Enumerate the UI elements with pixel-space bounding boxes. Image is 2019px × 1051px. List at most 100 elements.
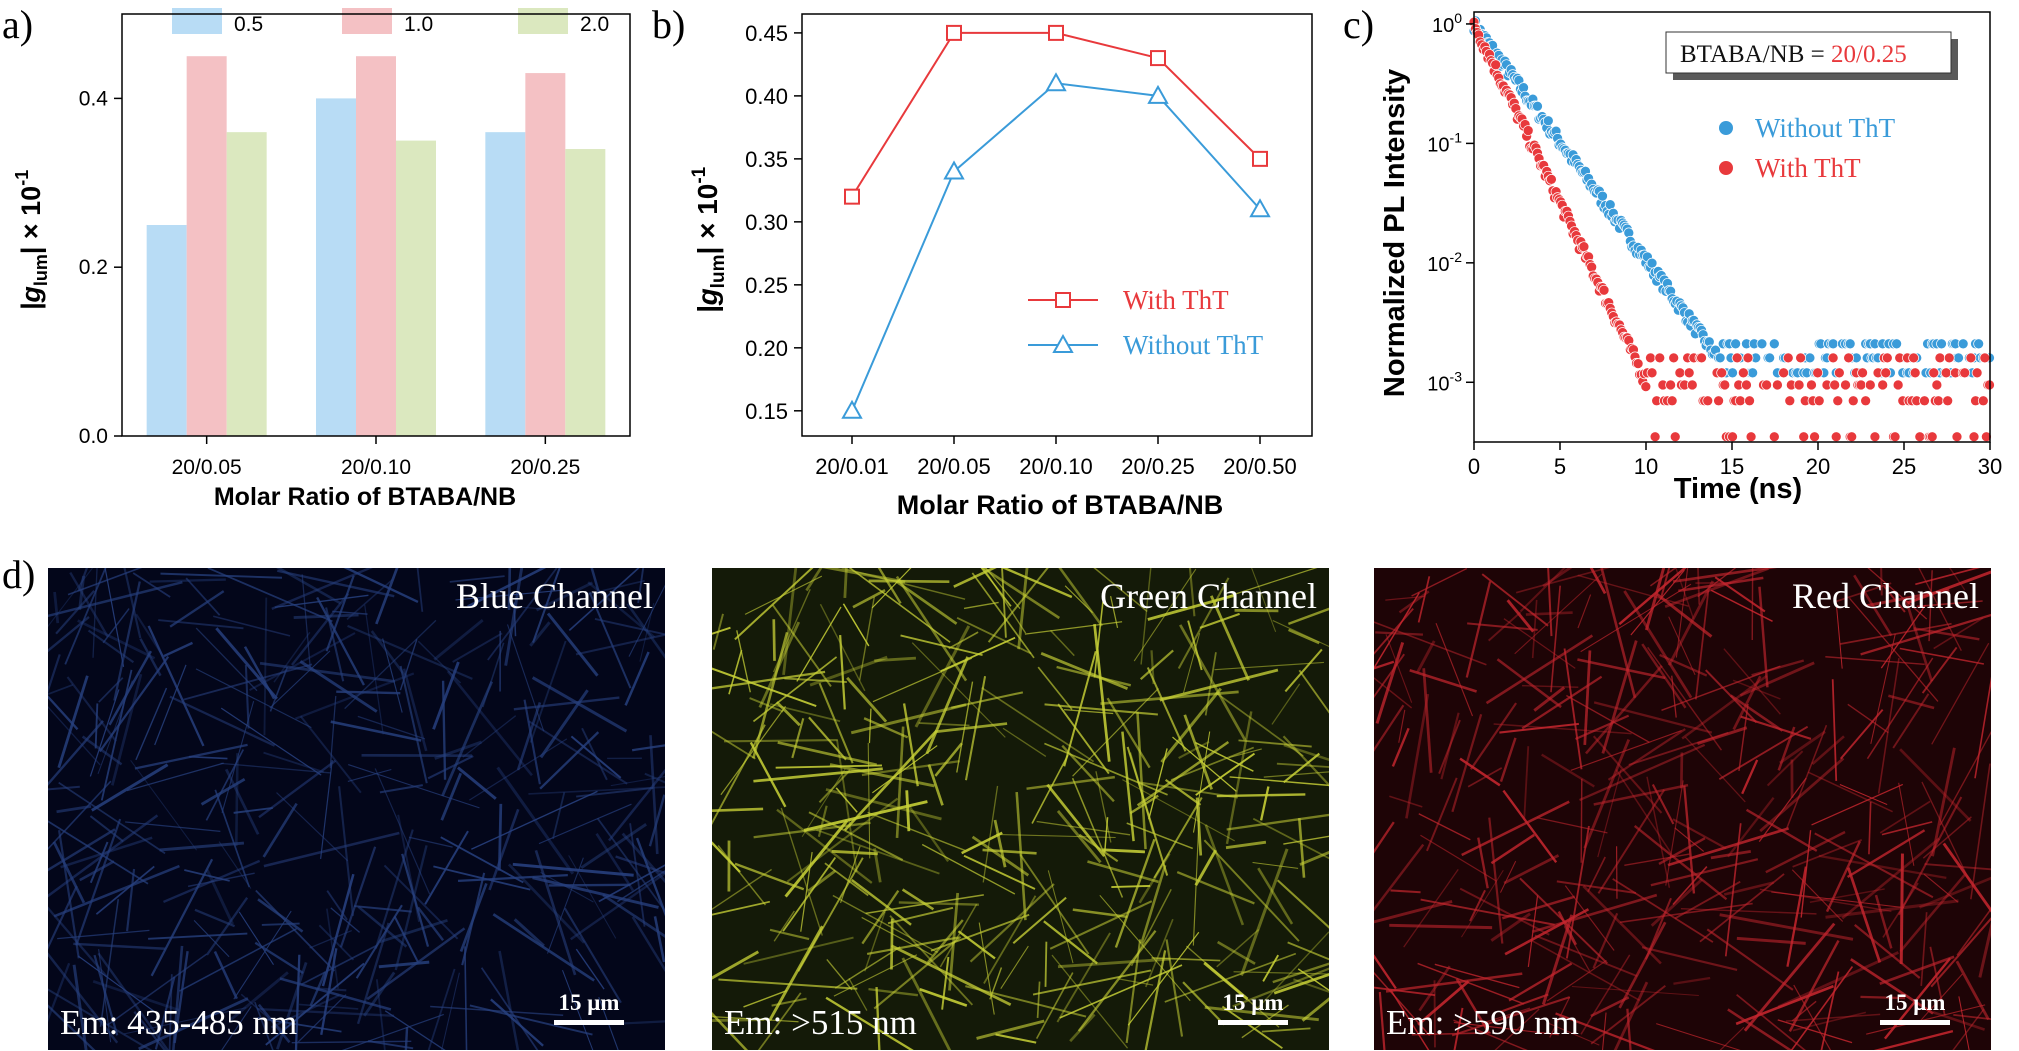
fiber [132, 572, 171, 598]
fiber [1126, 746, 1169, 876]
fiber [1151, 957, 1221, 962]
fiber [1931, 747, 1956, 857]
fiber [914, 625, 971, 728]
fiber [1160, 687, 1222, 763]
legend-swatch [342, 8, 392, 34]
fiber [1674, 827, 1705, 852]
fiber [383, 864, 459, 940]
fiber [325, 575, 355, 652]
data-point [1877, 379, 1889, 391]
fiber [257, 1003, 291, 1044]
fiber [1061, 744, 1115, 803]
fiber [417, 640, 462, 684]
fiber [1069, 1013, 1096, 1043]
fiber [1389, 795, 1423, 808]
fiber [1546, 959, 1607, 1002]
panel-c-annotation-box: BTABA/NB = 20/0.25 [1665, 31, 1958, 80]
data-point [1953, 352, 1964, 364]
fiber [782, 568, 798, 676]
fiber [1530, 939, 1640, 1002]
fiber [653, 916, 665, 963]
fiber [784, 819, 849, 898]
data-point [1731, 352, 1743, 364]
fiber [1921, 781, 1971, 882]
fiber [868, 988, 919, 997]
fiber [1284, 648, 1323, 693]
fiber [568, 568, 640, 631]
fiber [1118, 978, 1154, 986]
fiber [456, 766, 497, 800]
fiber [1736, 936, 1806, 945]
y-tick-label: 0.15 [745, 399, 788, 424]
fiber [1426, 777, 1458, 852]
fiber [356, 922, 390, 1025]
legend-label: With ThT [1123, 285, 1229, 315]
fiber [1592, 912, 1619, 969]
fiber [220, 707, 322, 776]
x-tick-label: 20/0.05 [172, 456, 242, 479]
data-point [1742, 352, 1754, 364]
fiber [889, 915, 974, 1006]
fiber [1929, 946, 1946, 1016]
fiber [1453, 1019, 1528, 1050]
fiber [89, 689, 120, 777]
fiber [868, 579, 950, 584]
fiber [78, 575, 86, 611]
fiber [775, 764, 882, 769]
fiber [79, 860, 115, 882]
fiber [1577, 658, 1666, 680]
fiber [1840, 622, 1952, 645]
fiber [126, 868, 136, 932]
data-point [1713, 395, 1724, 407]
fiber [1195, 752, 1256, 796]
data-point [1597, 190, 1608, 202]
fiber [1000, 945, 1029, 989]
fiber [75, 818, 122, 946]
fiber [1225, 840, 1267, 850]
fiber [563, 907, 622, 1004]
fiber [825, 996, 914, 1050]
fiber [1933, 617, 1984, 650]
fiber [927, 764, 944, 806]
fiber [1019, 853, 1090, 955]
fiber [394, 845, 428, 971]
fiber [911, 642, 1006, 738]
channel-title: Green Channel [1100, 576, 1317, 616]
fiber [1825, 899, 1959, 919]
fiber [971, 572, 1035, 659]
fiber [173, 951, 189, 1044]
fiber [316, 596, 365, 686]
fiber [1204, 1005, 1319, 1022]
fiber [1177, 577, 1230, 669]
fiber [233, 806, 273, 814]
fiber [416, 568, 424, 612]
fiber [1597, 769, 1622, 858]
fiber [1860, 613, 1991, 656]
fiber [872, 657, 973, 703]
fiber [528, 786, 665, 795]
fiber [956, 681, 974, 773]
fiber [1240, 848, 1289, 976]
fiber [357, 905, 408, 948]
fiber [588, 591, 632, 689]
data-point [1979, 352, 1991, 364]
point-0-0 [844, 188, 860, 205]
fiber [772, 619, 776, 661]
fiber [1459, 887, 1550, 936]
fiber [874, 656, 916, 663]
data-point [1840, 379, 1851, 391]
fiber [976, 1019, 1045, 1040]
fiber [995, 1033, 1037, 1044]
fiber [462, 715, 517, 758]
fiber [1375, 641, 1405, 724]
fiber [890, 918, 894, 970]
fiber [1580, 778, 1583, 863]
fiber [490, 998, 544, 1047]
fiber [1215, 691, 1304, 757]
fiber [48, 906, 108, 978]
fiber [99, 899, 120, 1027]
fiber [1389, 923, 1493, 930]
fiber [1974, 676, 1991, 779]
fiber [89, 841, 109, 884]
